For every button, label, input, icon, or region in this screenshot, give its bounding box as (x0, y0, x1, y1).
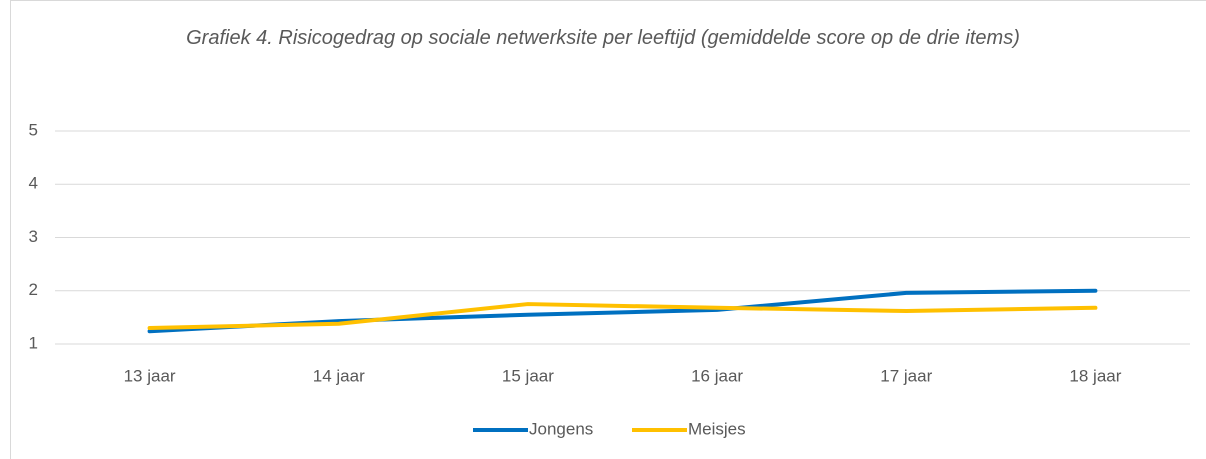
y-tick-label: 1 (29, 333, 38, 352)
x-tick-label: 16 jaar (691, 366, 743, 385)
y-tick-label: 3 (29, 227, 38, 246)
y-tick-label: 5 (29, 120, 38, 139)
x-tick-label: 17 jaar (880, 366, 932, 385)
chart-title: Grafiek 4. Risicogedrag op sociale netwe… (186, 27, 1020, 49)
x-tick-label: 13 jaar (124, 366, 176, 385)
x-tick-label: 18 jaar (1069, 366, 1121, 385)
y-tick-label: 2 (29, 280, 38, 299)
line (147, 302, 1098, 331)
legend-label: Jongens (529, 419, 593, 438)
y-tick-label: 4 (29, 174, 38, 193)
x-tick-label: 15 jaar (502, 366, 554, 385)
legend-label: Meisjes (688, 419, 746, 438)
chart-border (10, 0, 1206, 459)
x-tick-label: 14 jaar (313, 366, 365, 385)
